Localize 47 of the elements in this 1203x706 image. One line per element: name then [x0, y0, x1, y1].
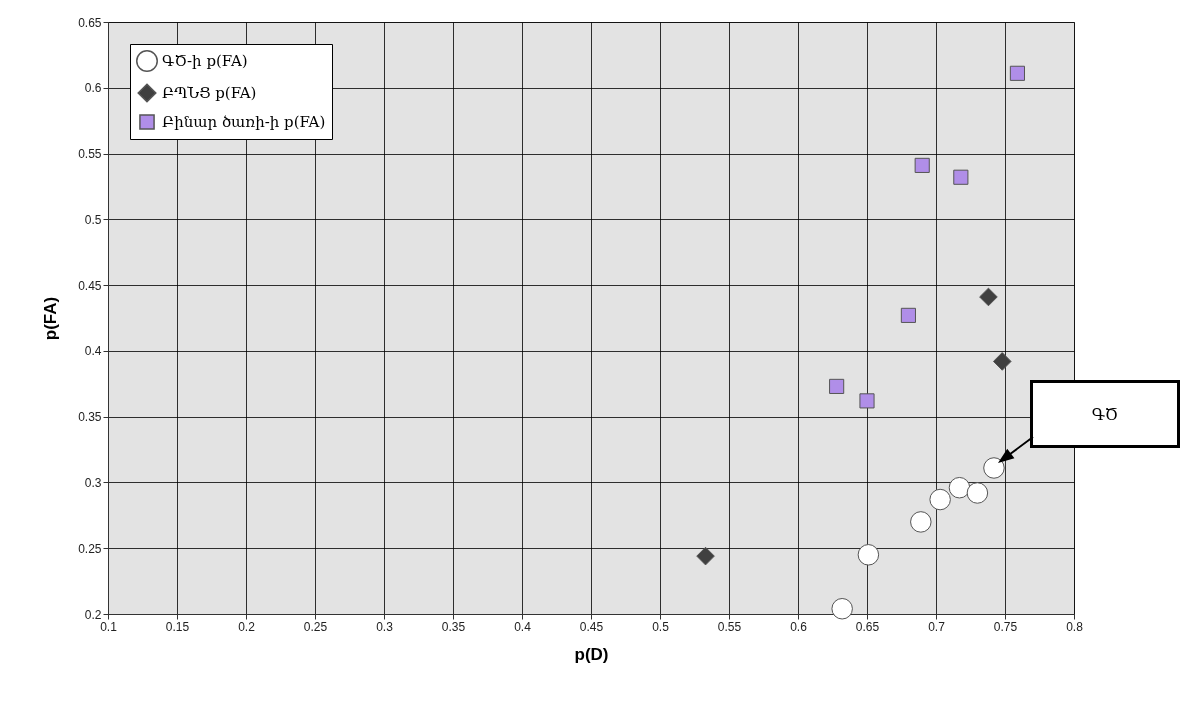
point [831, 598, 853, 620]
y-tick-label: 0.55 [78, 147, 102, 162]
point [966, 482, 989, 504]
point [992, 352, 1012, 371]
point [829, 378, 845, 394]
x-tick-label: 0.3 [376, 619, 394, 634]
x-tick-label: 0.2 [238, 619, 256, 634]
y-tick-label: 0.2 [84, 607, 102, 622]
callout-box: ԳԾ [1030, 380, 1180, 448]
y-tick-label: 0.25 [78, 541, 102, 556]
y-tick-label: 0.35 [78, 410, 102, 425]
point [696, 546, 715, 566]
y-tick-label: 0.4 [84, 344, 102, 359]
x-tick-label: 0.8 [1066, 619, 1084, 634]
point [979, 287, 998, 307]
x-tick-label: 0.75 [993, 619, 1018, 634]
x-tick-label: 0.1 [100, 619, 118, 634]
legend-label: Բինար ծառի-ի p(FA) [162, 113, 326, 131]
x-tick-label: 0.7 [928, 619, 946, 634]
y-tick-label: 0.5 [84, 212, 102, 227]
point [857, 544, 880, 566]
point [914, 157, 930, 173]
x-tick-label: 0.25 [303, 619, 328, 634]
point [929, 488, 951, 511]
point [910, 511, 932, 533]
point [953, 169, 969, 185]
y-tick-label: 0.65 [78, 15, 102, 30]
y-tick-label: 0.3 [84, 475, 102, 490]
legend-label: ԲՊՆՑ p(FA) [162, 84, 257, 102]
y-axis-title: p(FA) [41, 296, 61, 341]
y-tick-label: 0.45 [78, 278, 102, 293]
x-tick-label: 0.6 [790, 619, 808, 634]
point [859, 393, 875, 409]
y-tick-label: 0.6 [84, 81, 102, 96]
x-tick-label: 0.35 [441, 619, 466, 634]
x-tick-label: 0.15 [165, 619, 190, 634]
legend-label: ԳԾ-ի p(FA) [162, 52, 248, 70]
x-tick-label: 0.45 [579, 619, 604, 634]
point [1009, 65, 1025, 81]
x-tick-label: 0.5 [652, 619, 670, 634]
x-tick-label: 0.65 [855, 619, 880, 634]
point [900, 307, 916, 323]
point [983, 457, 1005, 479]
x-tick-label: 0.4 [514, 619, 532, 634]
x-tick-label: 0.55 [717, 619, 742, 634]
point [948, 476, 971, 499]
x-axis-title: p(D) [574, 644, 609, 664]
